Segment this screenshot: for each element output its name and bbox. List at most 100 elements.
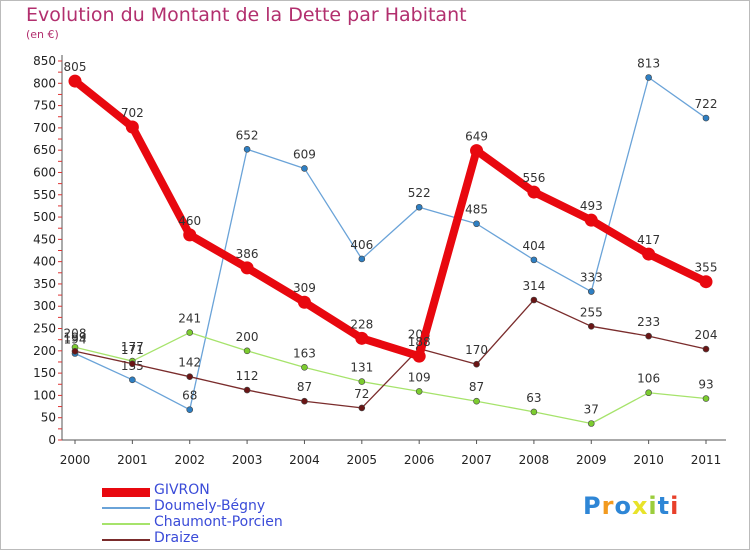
data-point-draize (301, 397, 308, 405)
legend-label-doumely-begny: Doumely-Bégny (154, 498, 266, 514)
data-label-givron: 649 (465, 130, 488, 144)
data-point-chaumont-porcien (702, 395, 710, 402)
data-label-doumely-begny: 333 (580, 271, 603, 285)
data-point-draize (71, 347, 79, 355)
data-point-draize (186, 373, 194, 380)
data-label-doumely-begny: 194 (64, 332, 87, 346)
y-tick-label: 0 (48, 433, 56, 447)
data-label-chaumont-porcien: 87 (469, 380, 484, 394)
legend-swatch-chaumont-porcien (102, 523, 150, 525)
data-point-chaumont-porcien (473, 397, 480, 405)
y-tick-label: 500 (33, 210, 56, 224)
data-label-givron: 556 (522, 171, 545, 185)
data-label-doumely-begny: 404 (522, 239, 545, 253)
data-point-chaumont-porcien (301, 364, 308, 371)
series-line-givron (72, 77, 708, 361)
data-label-draize: 255 (580, 305, 603, 319)
data-point-givron (412, 349, 426, 363)
data-label-chaumont-porcien: 93 (698, 378, 713, 392)
y-tick-label: 250 (33, 322, 56, 336)
logo-letter: o (614, 492, 632, 520)
data-point-givron (527, 185, 541, 199)
chart-subtitle: (en €) (26, 28, 59, 41)
data-point-givron (699, 275, 713, 289)
legend-label-chaumont-porcien: Chaumont-Porcien (154, 514, 283, 530)
logo-letter: P (583, 492, 602, 520)
y-tick-label: 650 (33, 143, 56, 157)
x-tick-label: 2005 (347, 453, 378, 467)
data-point-chaumont-porcien (587, 420, 595, 427)
data-label-chaumont-porcien: 131 (350, 361, 373, 375)
y-tick-label: 300 (33, 299, 56, 313)
y-tick-label: 450 (33, 232, 56, 246)
data-label-chaumont-porcien: 163 (293, 346, 316, 360)
data-point-givron (183, 228, 197, 242)
y-tick-label: 200 (33, 344, 56, 358)
x-tick-label: 2007 (461, 453, 492, 467)
data-label-draize: 199 (64, 330, 87, 344)
data-point-draize (645, 332, 652, 340)
logo-letter: x (631, 492, 649, 520)
series-line-doumely-begny (74, 76, 707, 411)
data-point-doumely-begny (358, 255, 366, 263)
data-label-doumely-begny: 485 (465, 203, 488, 217)
data-label-chaumont-porcien: 109 (408, 370, 431, 384)
data-label-givron: 805 (64, 60, 87, 74)
x-tick-label: 2006 (404, 453, 435, 467)
y-tick-label: 350 (33, 277, 56, 291)
x-tick-label: 2011 (691, 453, 722, 467)
data-point-givron (584, 213, 598, 227)
data-point-chaumont-porcien (530, 408, 538, 416)
data-point-draize (358, 404, 366, 412)
data-label-draize: 142 (178, 356, 201, 370)
y-tick-label: 800 (33, 76, 56, 90)
data-label-draize: 170 (465, 343, 488, 357)
y-tick-label: 600 (33, 165, 56, 179)
data-point-givron (125, 120, 139, 134)
data-point-doumely-begny (243, 145, 251, 153)
data-point-doumely-begny (186, 406, 194, 413)
y-tick-label: 750 (33, 99, 56, 113)
data-point-doumely-begny (129, 376, 136, 384)
y-tick-label: 150 (33, 366, 56, 380)
data-point-givron (470, 144, 484, 158)
y-tick-label: 700 (33, 121, 56, 135)
data-label-chaumont-porcien: 208 (64, 326, 87, 340)
data-point-givron (68, 74, 82, 88)
data-label-doumely-begny: 609 (293, 147, 316, 161)
data-point-givron (642, 247, 656, 261)
data-label-draize: 87 (297, 380, 312, 394)
data-point-doumely-begny (587, 288, 595, 295)
data-label-givron: 309 (293, 281, 316, 295)
data-label-chaumont-porcien: 177 (121, 340, 144, 354)
data-point-chaumont-porcien (415, 388, 423, 395)
series-line-chaumont-porcien (74, 331, 707, 425)
x-tick-label: 2000 (60, 453, 91, 467)
data-label-draize: 171 (121, 343, 144, 357)
data-point-chaumont-porcien (186, 329, 194, 336)
data-point-givron (240, 261, 254, 275)
x-tick-label: 2008 (519, 453, 550, 467)
data-label-draize: 233 (637, 315, 660, 329)
data-point-givron (297, 295, 311, 309)
logo-letter: t (657, 492, 671, 520)
x-tick-label: 2010 (633, 453, 664, 467)
data-label-doumely-begny: 652 (236, 128, 259, 142)
data-label-draize: 314 (522, 279, 545, 293)
x-tick-label: 2002 (174, 453, 205, 467)
legend-swatch-doumely-begny (102, 507, 150, 509)
data-point-chaumont-porcien (645, 389, 652, 397)
y-tick-label: 400 (33, 255, 56, 269)
data-label-chaumont-porcien: 241 (178, 312, 201, 326)
data-label-doumely-begny: 522 (408, 186, 431, 200)
data-point-doumely-begny (702, 114, 710, 122)
data-point-draize (473, 360, 480, 368)
data-label-draize: 112 (236, 369, 259, 383)
data-point-doumely-begny (645, 74, 652, 81)
data-point-draize (129, 360, 136, 368)
logo-letter: i (670, 492, 680, 520)
legend-swatch-draize (102, 539, 150, 541)
data-label-givron: 493 (580, 199, 603, 213)
